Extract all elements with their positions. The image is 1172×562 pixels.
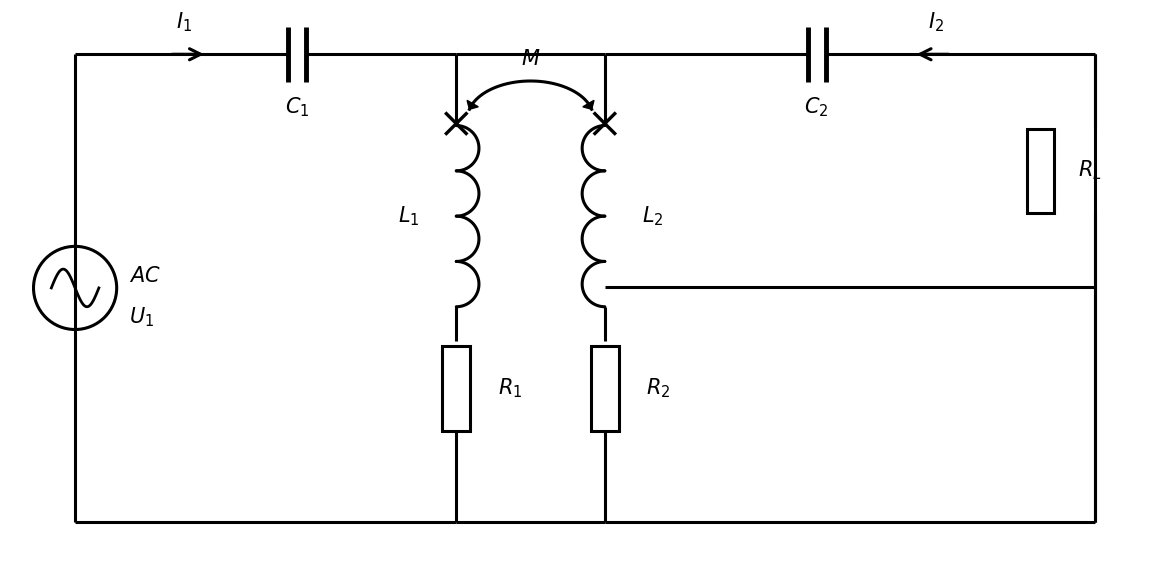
Text: $M$: $M$ (520, 49, 540, 69)
Text: $R_1$: $R_1$ (498, 377, 523, 400)
Text: $AC$: $AC$ (129, 266, 161, 286)
Bar (443, 346, 470, 430)
Text: $I_1$: $I_1$ (176, 11, 192, 34)
Text: $L_2$: $L_2$ (641, 205, 663, 228)
Text: $R_2$: $R_2$ (647, 377, 670, 400)
Polygon shape (582, 101, 594, 109)
Text: $L_1$: $L_1$ (398, 205, 420, 228)
Text: $C_1$: $C_1$ (285, 96, 309, 120)
Bar (591, 346, 619, 430)
Text: $I_2$: $I_2$ (928, 11, 945, 34)
Polygon shape (468, 101, 478, 109)
Text: $U_1$: $U_1$ (129, 306, 154, 329)
Text: $C_2$: $C_2$ (804, 96, 829, 120)
Text: $R_L$: $R_L$ (1078, 159, 1102, 183)
Bar (1027, 129, 1055, 212)
